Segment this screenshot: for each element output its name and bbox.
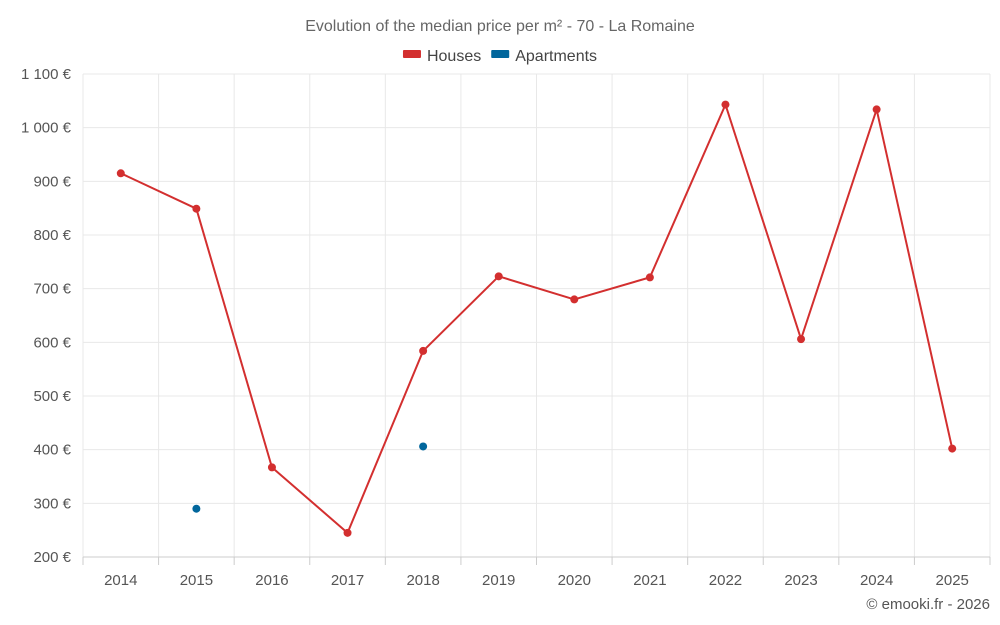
credit-text: © emooki.fr - 2026 [866,596,990,613]
x-tick-label: 2015 [180,572,213,589]
y-tick-label: 700 € [33,281,71,298]
data-point-apartments[interactable] [192,504,201,513]
legend-label: Apartments [515,48,597,65]
data-point-houses[interactable] [343,528,352,537]
data-point-houses[interactable] [721,100,730,109]
axes: 200 € 300 € 400 € 500 € 600 € 700 € 800 € 900 €… [21,66,991,589]
x-tick-label: 2018 [406,572,439,589]
x-tick-label: 2020 [558,572,591,589]
x-tick-label: 2017 [331,572,364,589]
data-point-houses[interactable] [419,346,428,355]
x-tick-label: 2021 [633,572,666,589]
legend-label: Houses [427,48,481,65]
series-layer [116,100,957,537]
y-tick-label: 300 € [33,495,71,512]
data-point-houses[interactable] [570,295,579,304]
x-tick-label: 2022 [709,572,742,589]
data-point-houses[interactable] [948,444,957,453]
y-tick-label: 800 € [33,227,71,244]
y-tick-label: 1 100 € [21,66,72,83]
legend-item-houses[interactable]: Houses [402,48,481,65]
y-tick-label: 500 € [33,388,71,405]
x-tick-label: 2024 [860,572,893,589]
data-point-houses[interactable] [494,272,503,281]
grid [82,73,991,557]
x-tick-label: 2023 [784,572,817,589]
data-point-houses[interactable] [645,273,654,282]
legend: Houses Apartments [402,48,597,65]
y-tick-label: 600 € [33,334,71,351]
legend-item-apartments[interactable]: Apartments [491,48,597,65]
series-houses [116,100,957,537]
y-tick-label: 200 € [33,549,71,566]
y-tick-label: 400 € [33,442,71,459]
data-point-houses[interactable] [872,105,881,114]
data-point-houses[interactable] [267,463,276,472]
legend-swatch [491,50,510,58]
series-apartments [192,442,428,513]
data-point-apartments[interactable] [419,442,428,451]
y-tick-label: 1 000 € [21,120,72,137]
x-tick-label: 2019 [482,572,515,589]
x-tick-label: 2016 [255,572,288,589]
data-point-houses[interactable] [192,204,201,213]
series-line-houses [120,103,954,534]
chart-title: Evolution of the median price per m² - 7… [305,18,695,35]
data-point-houses[interactable] [797,335,806,344]
legend-swatch [402,50,421,58]
y-tick-label: 900 € [33,173,71,190]
x-tick-label: 2025 [936,572,969,589]
x-tick-label: 2014 [104,572,137,589]
data-point-houses[interactable] [116,169,125,178]
